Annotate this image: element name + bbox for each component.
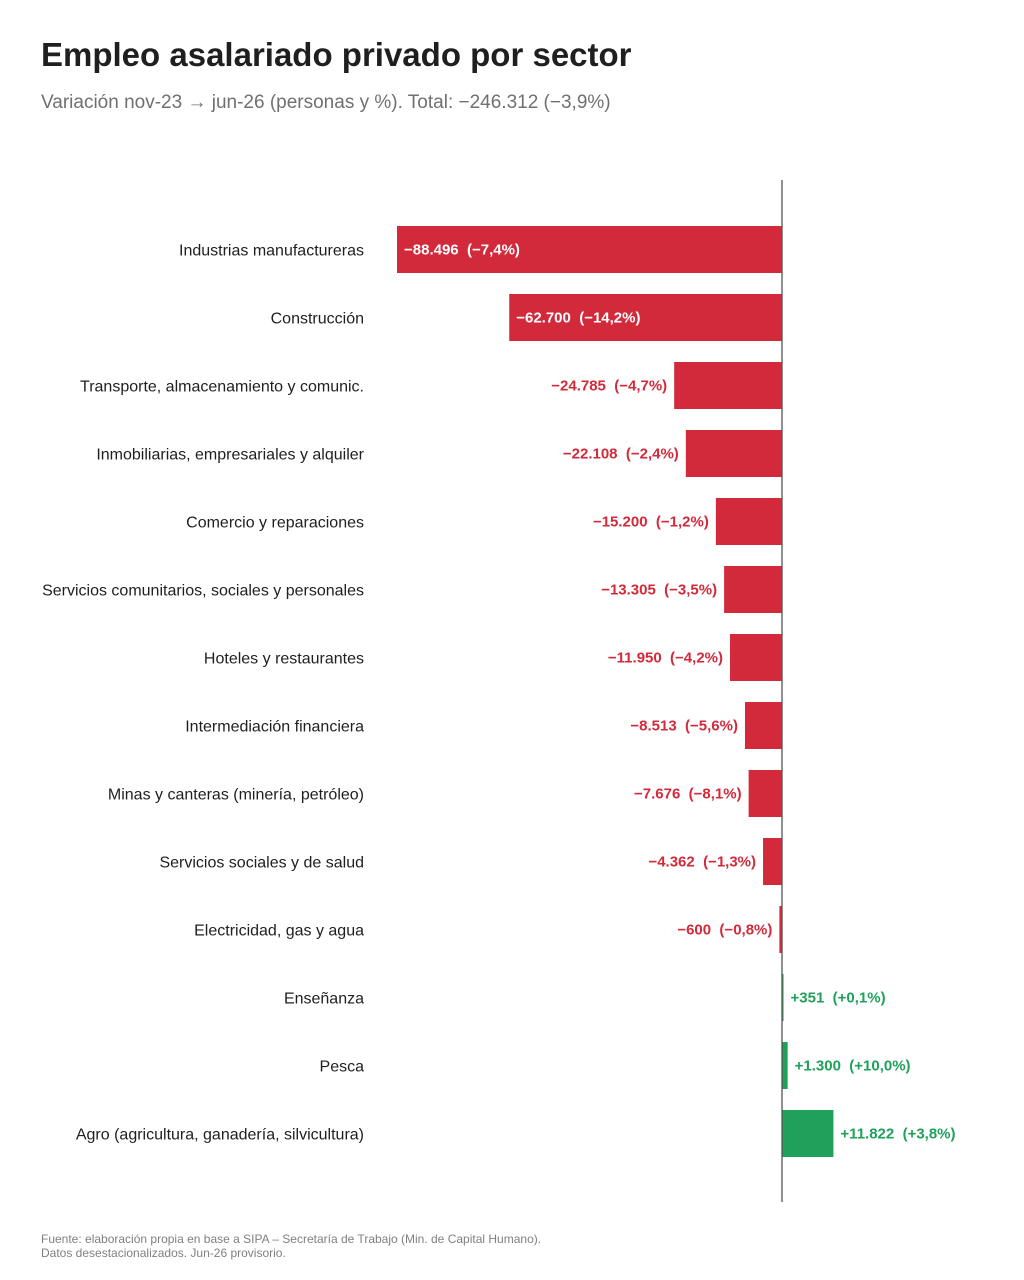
category-label: Transporte, almacenamiento y comunic. xyxy=(80,379,364,396)
category-label: Construcción xyxy=(271,311,364,328)
category-label: Comercio y reparaciones xyxy=(186,515,364,532)
bar xyxy=(744,702,782,749)
footer-note: Datos desestacionalizados. Jun-26 provis… xyxy=(41,1246,286,1260)
category-label: Intermediación financiera xyxy=(185,719,364,736)
bar xyxy=(782,974,784,1021)
data-label: −15.200 (−1,2%) xyxy=(593,514,709,531)
bar xyxy=(674,362,782,409)
data-label: −24.785 (−4,7%) xyxy=(551,378,667,395)
data-label: −7.676 (−8,1%) xyxy=(634,786,742,803)
data-label: +351 (+0,1%) xyxy=(791,990,886,1007)
bar xyxy=(509,294,782,341)
category-label: Hoteles y restaurantes xyxy=(204,651,364,668)
category-label: Electricidad, gas y agua xyxy=(194,923,364,940)
footer-source: Fuente: elaboración propia en base a SIP… xyxy=(41,1232,542,1246)
category-label: Agro (agricultura, ganadería, silvicultu… xyxy=(76,1127,364,1144)
data-label: −62.700 (−14,2%) xyxy=(516,310,640,327)
data-label: −88.496 (−7,4%) xyxy=(404,242,520,259)
bar xyxy=(779,906,782,953)
data-label: +1.300 (+10,0%) xyxy=(795,1058,911,1075)
data-label: −8.513 (−5,6%) xyxy=(630,718,738,735)
bar xyxy=(748,770,782,817)
chart-footer: Fuente: elaboración propia en base a SIP… xyxy=(41,1232,541,1260)
bar xyxy=(782,1110,834,1157)
bar xyxy=(397,226,782,273)
bar xyxy=(685,430,782,477)
data-label: −600 (−0,8%) xyxy=(677,922,772,939)
chart-subtitle: Variación nov-23 → jun-26 (personas y %)… xyxy=(41,92,611,113)
bar xyxy=(763,838,782,885)
data-label: −22.108 (−2,4%) xyxy=(563,446,679,463)
bar xyxy=(782,1042,788,1089)
category-label: Servicios sociales y de salud xyxy=(159,855,364,872)
data-label: −11.950 (−4,2%) xyxy=(608,650,723,667)
data-label: −13.305 (−3,5%) xyxy=(601,582,717,599)
category-label: Enseñanza xyxy=(284,991,364,1008)
category-label: Minas y canteras (minería, petróleo) xyxy=(108,787,364,804)
category-label: Servicios comunitarios, sociales y perso… xyxy=(42,583,364,600)
chart-title: Empleo asalariado privado por sector xyxy=(41,36,632,73)
category-label: Inmobiliarias, empresariales y alquiler xyxy=(96,447,364,464)
data-label: +11.822 (+3,8%) xyxy=(840,1126,955,1143)
category-label: Pesca xyxy=(320,1059,365,1076)
data-label: −4.362 (−1,3%) xyxy=(648,854,756,871)
category-label: Industrias manufactureras xyxy=(179,243,364,260)
bar xyxy=(730,634,782,681)
bar xyxy=(715,498,782,545)
bar xyxy=(724,566,782,613)
